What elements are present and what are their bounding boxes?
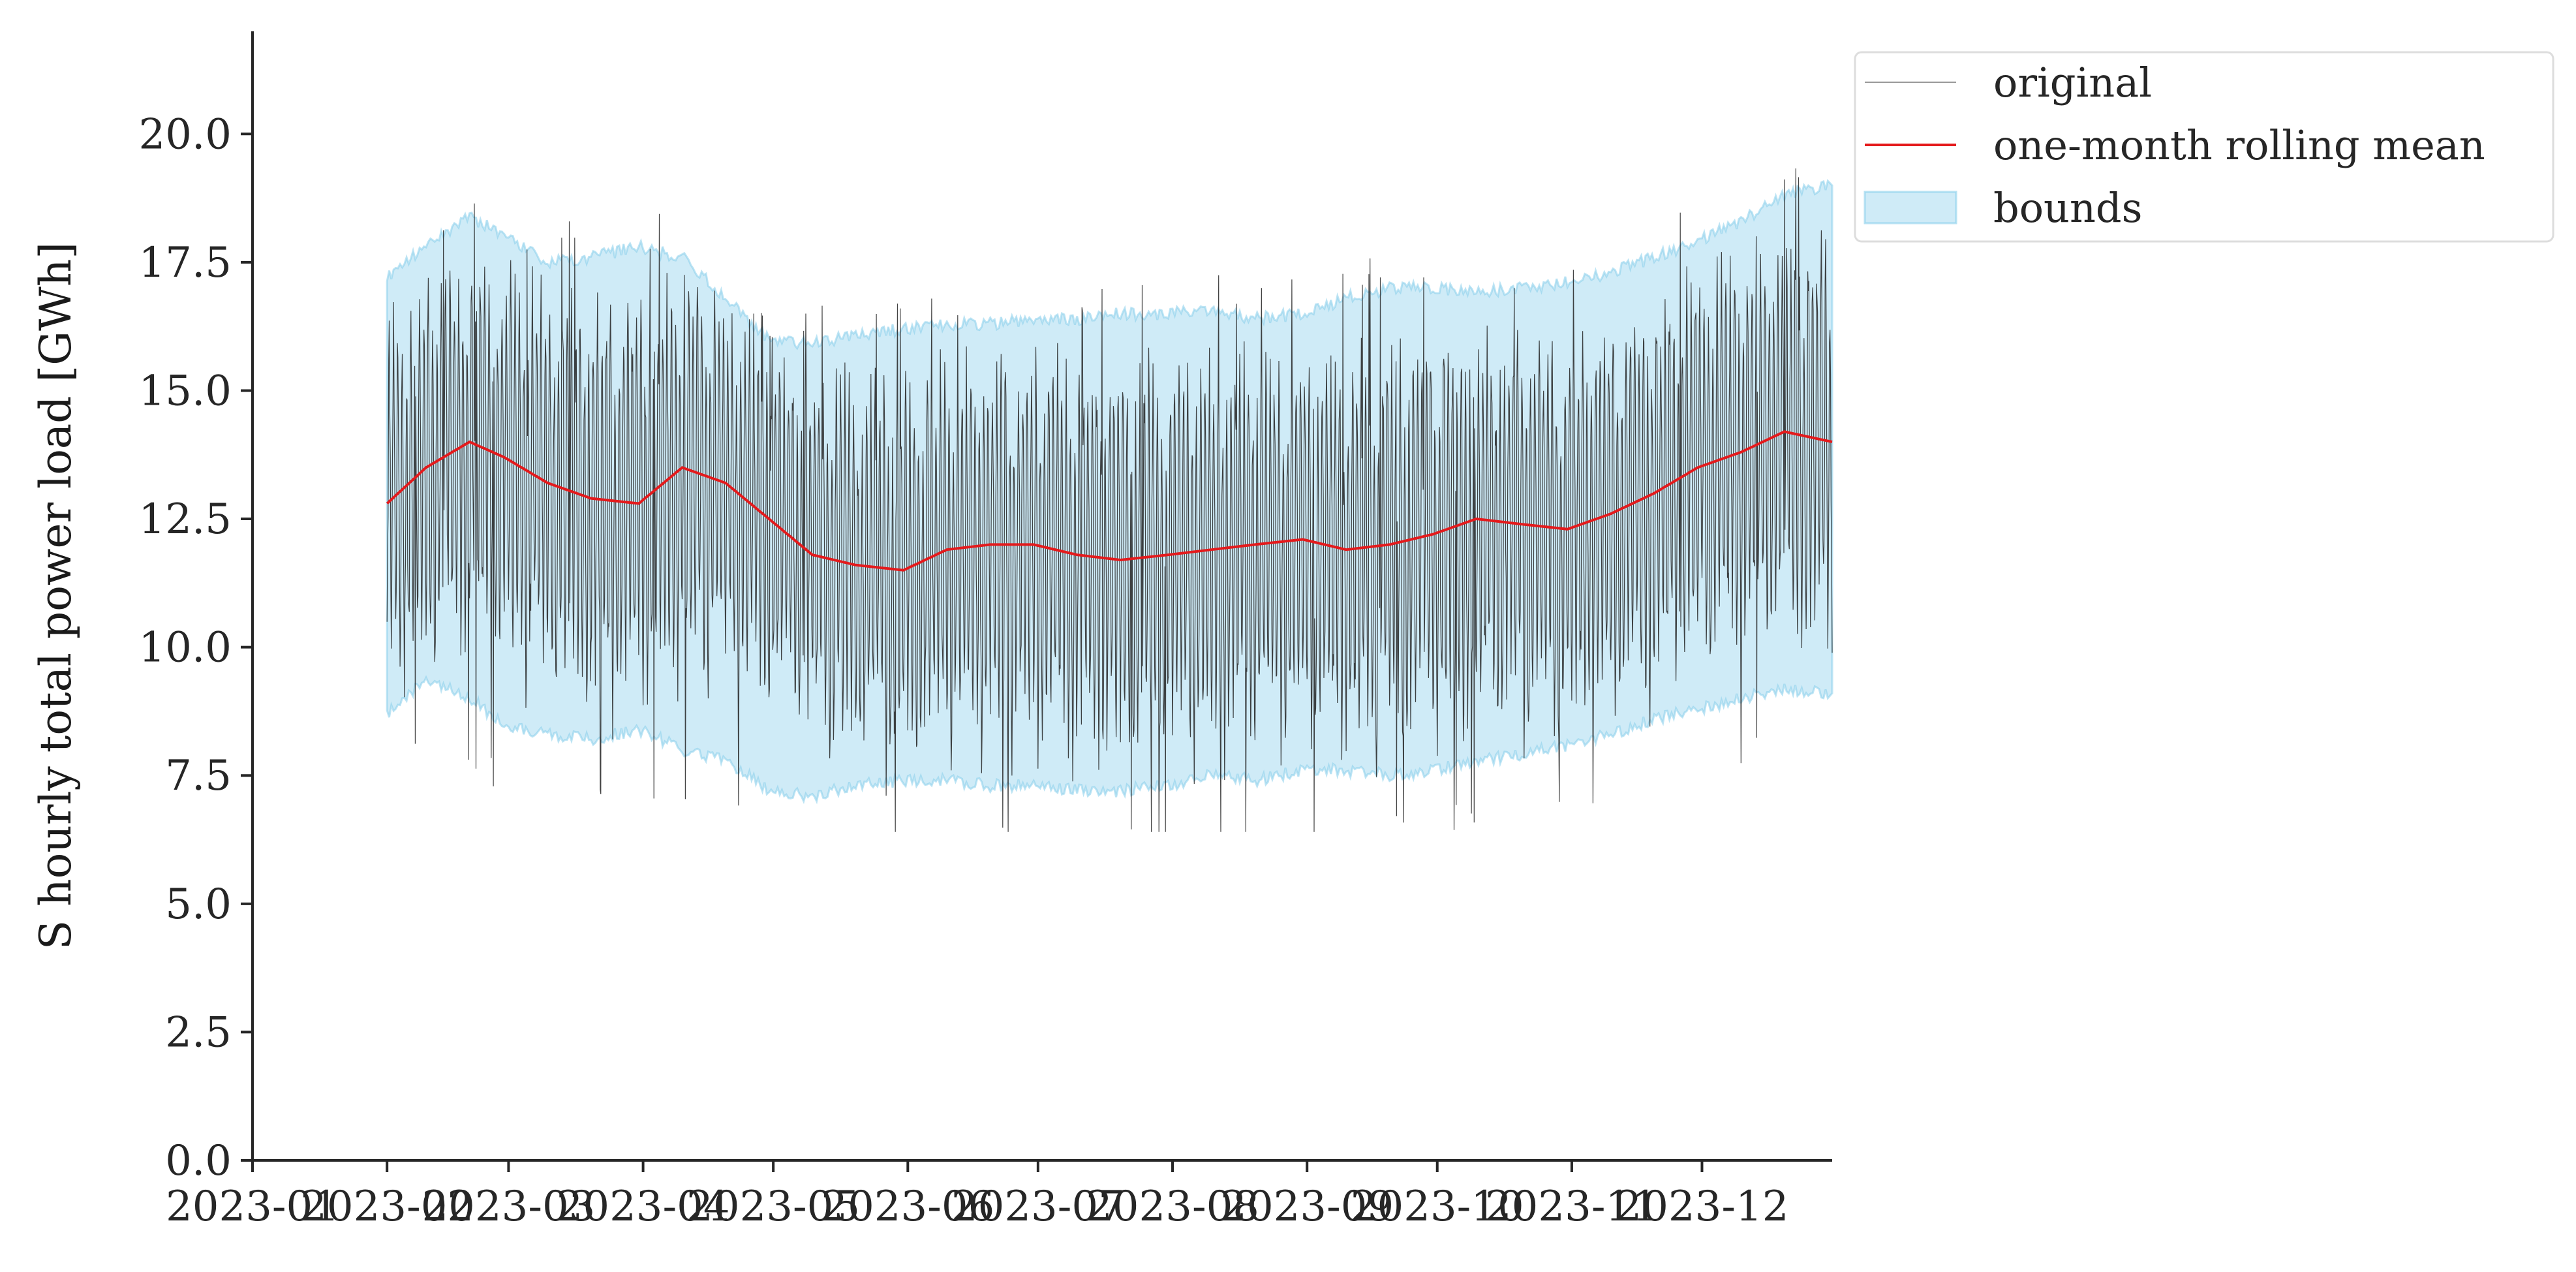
legend-label-rolling-mean: one-month rolling mean xyxy=(1993,121,2485,169)
y-tick-label: 17.5 xyxy=(139,239,232,287)
x-tick-label: 2023-08 xyxy=(1086,1183,1259,1231)
y-tick-label: 20.0 xyxy=(139,110,232,159)
y-tick-label: 15.0 xyxy=(139,367,232,415)
x-tick-label: 2023-11 xyxy=(1485,1183,1659,1231)
x-tick-label: 2023-06 xyxy=(821,1183,994,1231)
y-axis-ticks: 0.0 2.5 5.0 7.5 10.0 12.5 15.0 17.5 20.0 xyxy=(139,110,253,1185)
y-tick-label: 0.0 xyxy=(165,1137,232,1185)
series-rolling-mean-line xyxy=(386,430,1833,572)
x-tick-label: 2023-05 xyxy=(686,1183,860,1231)
x-tick-label: 2023-03 xyxy=(422,1183,595,1231)
x-axis-ticks: 2023-012023-022023-032023-042023-052023-… xyxy=(166,1160,1788,1231)
legend-frame xyxy=(1854,51,2554,243)
plot-area xyxy=(386,168,1833,832)
x-tick-label: 2023-02 xyxy=(300,1183,474,1231)
x-tick-label: 2023-04 xyxy=(557,1183,730,1231)
y-tick-label: 7.5 xyxy=(165,752,232,800)
legend-label-bounds: bounds xyxy=(1993,184,2142,232)
y-tick-label: 2.5 xyxy=(165,1008,232,1057)
x-tick-label: 2023-01 xyxy=(166,1183,339,1231)
legend: original one-month rolling mean bounds xyxy=(1854,51,2554,243)
x-tick-label: 2023-10 xyxy=(1351,1183,1524,1231)
y-axis-title: S hourly total power load [GWh] xyxy=(31,242,81,950)
legend-label-original: original xyxy=(1993,59,2152,106)
y-tick-label: 10.0 xyxy=(139,624,232,672)
x-tick-label: 2023-12 xyxy=(1615,1183,1788,1231)
y-tick-label: 5.0 xyxy=(165,880,232,929)
x-tick-label: 2023-07 xyxy=(951,1183,1125,1231)
series-original-line xyxy=(386,168,1833,832)
legend-swatch-bounds xyxy=(1863,191,1957,225)
y-tick-label: 12.5 xyxy=(139,495,232,544)
x-tick-label: 2023-09 xyxy=(1220,1183,1394,1231)
